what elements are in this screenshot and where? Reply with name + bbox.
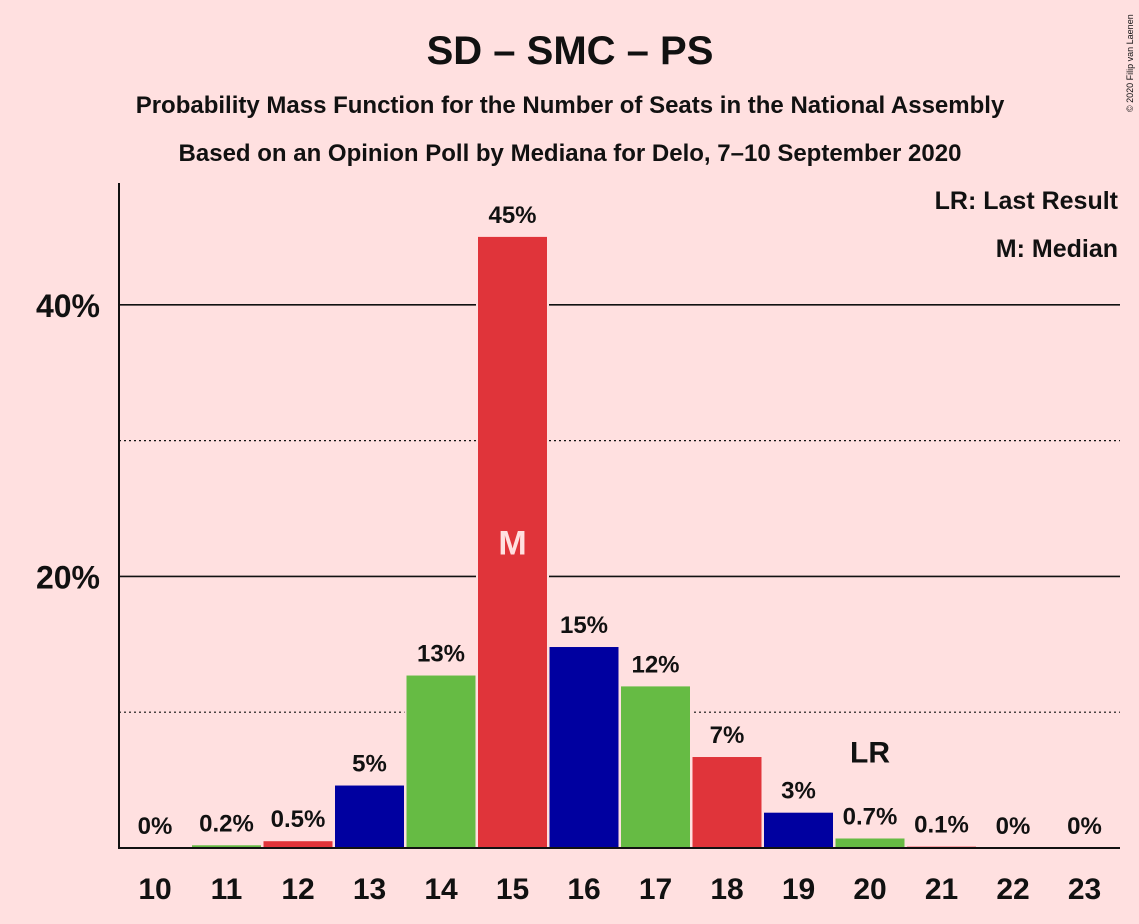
data-label: 45%	[488, 202, 536, 229]
median-marker: M	[498, 524, 526, 562]
x-tick-label: 18	[710, 873, 743, 906]
legend-median: M: Median	[996, 235, 1118, 263]
data-label: 0.2%	[199, 810, 254, 837]
x-tick-label: 17	[639, 873, 672, 906]
bar	[621, 686, 690, 848]
bar	[835, 838, 905, 848]
data-label: 0%	[996, 813, 1031, 840]
x-axis-ticks: 10 11 12 13 14 15 16 17 18 19 20 21 22 23	[138, 873, 1101, 906]
chart-subtitle-1: Probability Mass Function for the Number…	[136, 92, 1005, 119]
x-tick-label: 14	[424, 873, 458, 906]
data-label: 0%	[138, 813, 173, 840]
chart-title: SD – SMC – PS	[427, 29, 714, 73]
data-label: 0%	[1067, 813, 1102, 840]
bar	[549, 647, 619, 848]
data-label: 15%	[560, 612, 608, 639]
data-label: 0.1%	[914, 812, 969, 839]
x-tick-label: 12	[281, 873, 314, 906]
y-axis-ticks: 20% 40%	[36, 288, 100, 596]
last-result-marker: LR	[850, 736, 890, 769]
bar	[406, 675, 476, 848]
bar-gap	[905, 844, 978, 847]
chart-subtitle-2: Based on an Opinion Poll by Mediana for …	[179, 140, 962, 167]
x-tick-label: 10	[138, 873, 171, 906]
data-label: 7%	[710, 722, 745, 749]
bars	[190, 234, 978, 848]
data-label: 13%	[417, 641, 465, 668]
x-tick-label: 16	[567, 873, 600, 906]
bar	[192, 845, 261, 848]
data-label: 0.5%	[271, 806, 326, 833]
copyright-notice: © 2020 Filip van Laenen	[1125, 14, 1135, 112]
legend-last-result: LR: Last Result	[935, 187, 1119, 215]
x-tick-label: 15	[496, 873, 529, 906]
bar	[764, 812, 833, 848]
data-labels: 0% 0.2% 0.5% 5% 13% 45% 15% 12% 7% 3% 0.7% 0.1% 0% 0%…	[138, 202, 1102, 840]
data-label: 12%	[631, 651, 679, 678]
y-tick-label: 40%	[36, 288, 100, 324]
bar-gap	[190, 843, 263, 847]
x-tick-label: 20	[853, 873, 886, 906]
data-label: 3%	[781, 778, 816, 805]
bar	[263, 841, 333, 848]
bar	[335, 785, 404, 848]
x-tick-label: 21	[925, 873, 958, 906]
data-label: 0.7%	[843, 803, 898, 830]
x-tick-label: 23	[1068, 873, 1101, 906]
x-tick-label: 13	[353, 873, 386, 906]
bar	[692, 757, 762, 848]
x-tick-label: 19	[782, 873, 815, 906]
bar	[478, 236, 547, 848]
y-tick-label: 20%	[36, 559, 100, 595]
x-tick-label: 22	[996, 873, 1029, 906]
data-label: 5%	[352, 751, 387, 778]
x-tick-label: 11	[211, 873, 243, 906]
